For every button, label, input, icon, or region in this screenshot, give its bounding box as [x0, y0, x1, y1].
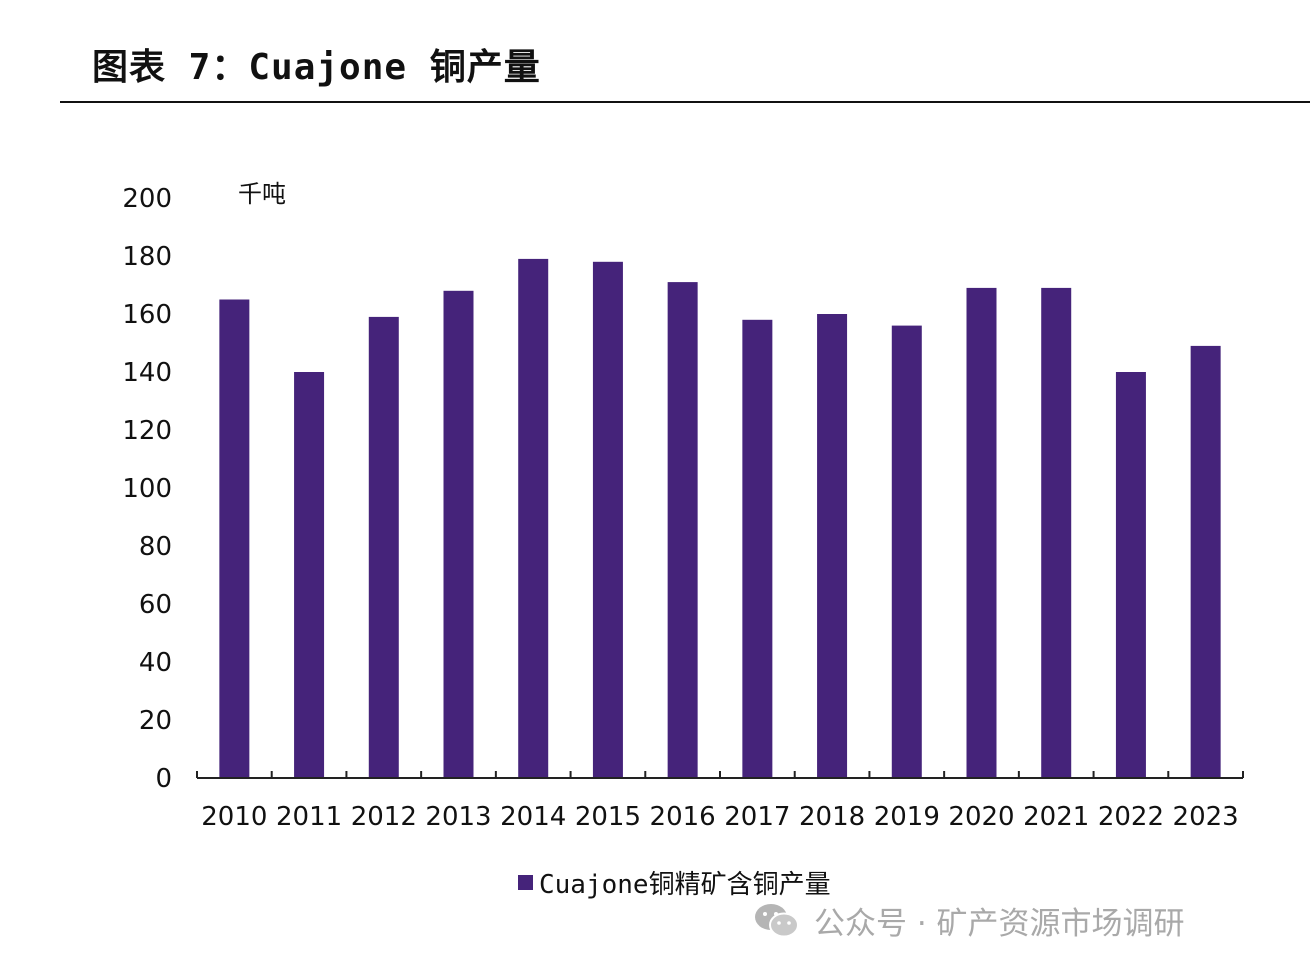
wechat-icon	[755, 903, 799, 937]
x-tick-label: 2019	[874, 802, 940, 832]
chart-title: 图表 7：Cuajone 铜产量	[92, 47, 541, 88]
x-tick-label: 2010	[201, 802, 267, 832]
bar-series	[219, 258, 1221, 778]
watermark: 公众号 · 矿产资源市场调研	[752, 898, 1185, 943]
bar-2022	[1115, 372, 1146, 778]
legend: Cuajone铜精矿含铜产量	[518, 864, 831, 901]
bar-2021	[1041, 287, 1072, 778]
bar-2015	[592, 261, 623, 778]
bar-2020	[966, 287, 997, 778]
bar-2014	[518, 258, 549, 778]
bar-2019	[891, 325, 922, 778]
legend-swatch	[518, 875, 533, 890]
x-tick-label: 2016	[650, 802, 716, 832]
y-tick-label: 120	[122, 416, 172, 446]
y-tick-label: 160	[122, 300, 172, 330]
unit-label: 千吨	[238, 180, 286, 208]
y-tick-label: 100	[122, 474, 172, 504]
watermark-text: 公众号 · 矿产资源市场调研	[814, 906, 1185, 942]
y-tick-label: 20	[139, 706, 172, 736]
x-tick-label: 2021	[1023, 802, 1089, 832]
x-tick-label: 2015	[575, 802, 641, 832]
x-axis: 2010 2011 2012 2013 2014 2015 2016 2017 2018 2019…	[196, 771, 1244, 832]
y-tick-label: 180	[122, 242, 172, 272]
bar-2011	[294, 372, 325, 778]
bar-2013	[443, 290, 474, 778]
x-tick-label: 2012	[351, 802, 417, 832]
x-tick-label: 2014	[500, 802, 566, 832]
bar-2012	[368, 316, 399, 778]
x-tick-label: 2011	[276, 802, 342, 832]
bar-2018	[817, 314, 848, 778]
bar-2010	[219, 299, 250, 778]
bar-2023	[1190, 345, 1221, 778]
y-tick-label: 140	[122, 358, 172, 388]
y-tick-label: 60	[139, 590, 172, 620]
x-tick-label: 2023	[1173, 802, 1239, 832]
x-tick-label: 2022	[1098, 802, 1164, 832]
x-tick-label: 2013	[425, 802, 491, 832]
x-tick-label: 2018	[799, 802, 865, 832]
x-tick-label: 2017	[724, 802, 790, 832]
y-tick-label: 0	[155, 764, 172, 794]
legend-label: Cuajone铜精矿含铜产量	[539, 870, 831, 900]
x-tick-label: 2020	[948, 802, 1014, 832]
y-axis-ticks: 0 20 40 60 80 100 120 140 160 180 200	[122, 184, 172, 794]
y-tick-label: 200	[122, 184, 172, 214]
bar-2016	[667, 282, 698, 778]
y-tick-label: 40	[139, 648, 172, 678]
title-divider	[60, 101, 1310, 103]
bar-2017	[742, 319, 773, 778]
y-tick-label: 80	[139, 532, 172, 562]
